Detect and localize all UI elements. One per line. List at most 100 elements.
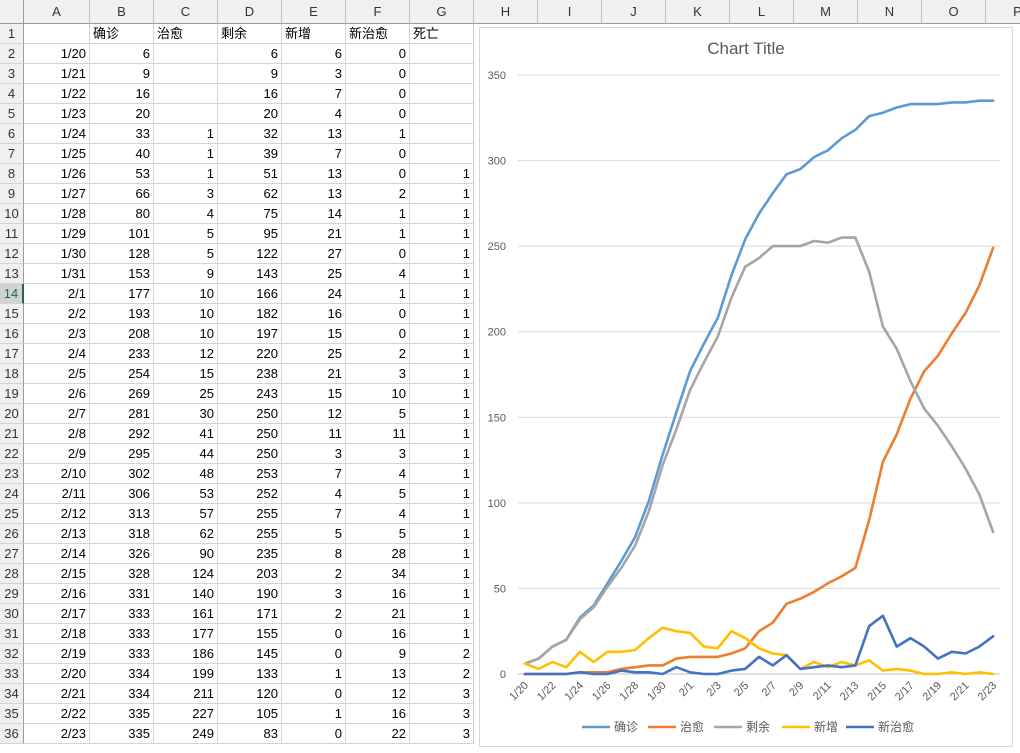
cell-F7[interactable]: 0 <box>346 144 410 164</box>
column-header-O[interactable]: O <box>922 0 986 24</box>
cell-E2[interactable]: 6 <box>282 44 346 64</box>
cell-A4[interactable]: 1/22 <box>24 84 90 104</box>
cell-F23[interactable]: 4 <box>346 464 410 484</box>
cell-E14[interactable]: 24 <box>282 284 346 304</box>
cell-B24[interactable]: 306 <box>90 484 154 504</box>
row-header-17[interactable]: 17 <box>0 344 24 364</box>
cell-E20[interactable]: 12 <box>282 404 346 424</box>
cell-C17[interactable]: 12 <box>154 344 218 364</box>
cell-E19[interactable]: 15 <box>282 384 346 404</box>
cell-B16[interactable]: 208 <box>90 324 154 344</box>
cell-E28[interactable]: 2 <box>282 564 346 584</box>
cell-B34[interactable]: 334 <box>90 684 154 704</box>
row-header-7[interactable]: 7 <box>0 144 24 164</box>
row-header-2[interactable]: 2 <box>0 44 24 64</box>
cell-B21[interactable]: 292 <box>90 424 154 444</box>
row-header-31[interactable]: 31 <box>0 624 24 644</box>
row-header-20[interactable]: 20 <box>0 404 24 424</box>
cell-B28[interactable]: 328 <box>90 564 154 584</box>
cell-B12[interactable]: 128 <box>90 244 154 264</box>
cell-G6[interactable] <box>410 124 474 144</box>
row-header-16[interactable]: 16 <box>0 324 24 344</box>
row-header-23[interactable]: 23 <box>0 464 24 484</box>
row-header-29[interactable]: 29 <box>0 584 24 604</box>
cell-B26[interactable]: 318 <box>90 524 154 544</box>
cell-G7[interactable] <box>410 144 474 164</box>
row-header-12[interactable]: 12 <box>0 244 24 264</box>
cell-B35[interactable]: 335 <box>90 704 154 724</box>
cell-E10[interactable]: 14 <box>282 204 346 224</box>
cell-E30[interactable]: 2 <box>282 604 346 624</box>
cell-G24[interactable]: 1 <box>410 484 474 504</box>
cell-D18[interactable]: 238 <box>218 364 282 384</box>
cell-D28[interactable]: 203 <box>218 564 282 584</box>
cell-G28[interactable]: 1 <box>410 564 474 584</box>
cell-A24[interactable]: 2/11 <box>24 484 90 504</box>
cell-F19[interactable]: 10 <box>346 384 410 404</box>
cell-B31[interactable]: 333 <box>90 624 154 644</box>
cell-E23[interactable]: 7 <box>282 464 346 484</box>
cell-A15[interactable]: 2/2 <box>24 304 90 324</box>
cell-D31[interactable]: 155 <box>218 624 282 644</box>
cell-C23[interactable]: 48 <box>154 464 218 484</box>
cell-E18[interactable]: 21 <box>282 364 346 384</box>
cell-D27[interactable]: 235 <box>218 544 282 564</box>
cell-D16[interactable]: 197 <box>218 324 282 344</box>
cell-E3[interactable]: 3 <box>282 64 346 84</box>
cell-C33[interactable]: 199 <box>154 664 218 684</box>
cell-A30[interactable]: 2/17 <box>24 604 90 624</box>
cell-G8[interactable]: 1 <box>410 164 474 184</box>
cell-G14[interactable]: 1 <box>410 284 474 304</box>
column-header-E[interactable]: E <box>282 0 346 24</box>
cell-B15[interactable]: 193 <box>90 304 154 324</box>
cell-G30[interactable]: 1 <box>410 604 474 624</box>
cell-C16[interactable]: 10 <box>154 324 218 344</box>
cell-F21[interactable]: 11 <box>346 424 410 444</box>
column-header-P[interactable]: P <box>986 0 1020 24</box>
cell-E36[interactable]: 0 <box>282 724 346 744</box>
cell-B2[interactable]: 6 <box>90 44 154 64</box>
row-header-30[interactable]: 30 <box>0 604 24 624</box>
cell-G15[interactable]: 1 <box>410 304 474 324</box>
cell-F25[interactable]: 4 <box>346 504 410 524</box>
cell-A17[interactable]: 2/4 <box>24 344 90 364</box>
cell-D25[interactable]: 255 <box>218 504 282 524</box>
cell-D19[interactable]: 243 <box>218 384 282 404</box>
cell-E9[interactable]: 13 <box>282 184 346 204</box>
cell-B8[interactable]: 53 <box>90 164 154 184</box>
cell-C12[interactable]: 5 <box>154 244 218 264</box>
column-header-M[interactable]: M <box>794 0 858 24</box>
cell-D4[interactable]: 16 <box>218 84 282 104</box>
row-header-11[interactable]: 11 <box>0 224 24 244</box>
row-header-32[interactable]: 32 <box>0 644 24 664</box>
cell-F3[interactable]: 0 <box>346 64 410 84</box>
cell-B25[interactable]: 313 <box>90 504 154 524</box>
row-header-6[interactable]: 6 <box>0 124 24 144</box>
cell-F22[interactable]: 3 <box>346 444 410 464</box>
cell-B32[interactable]: 333 <box>90 644 154 664</box>
cell-G18[interactable]: 1 <box>410 364 474 384</box>
cell-D2[interactable]: 6 <box>218 44 282 64</box>
header-cell-A[interactable] <box>24 24 90 44</box>
cell-A18[interactable]: 2/5 <box>24 364 90 384</box>
cell-D8[interactable]: 51 <box>218 164 282 184</box>
row-header-4[interactable]: 4 <box>0 84 24 104</box>
cell-F11[interactable]: 1 <box>346 224 410 244</box>
cell-B13[interactable]: 153 <box>90 264 154 284</box>
cell-D35[interactable]: 105 <box>218 704 282 724</box>
row-header-27[interactable]: 27 <box>0 544 24 564</box>
cell-C4[interactable] <box>154 84 218 104</box>
cell-F10[interactable]: 1 <box>346 204 410 224</box>
cell-B6[interactable]: 33 <box>90 124 154 144</box>
cell-F12[interactable]: 0 <box>346 244 410 264</box>
cell-D17[interactable]: 220 <box>218 344 282 364</box>
cell-F33[interactable]: 13 <box>346 664 410 684</box>
cell-F15[interactable]: 0 <box>346 304 410 324</box>
cell-G3[interactable] <box>410 64 474 84</box>
cell-C19[interactable]: 25 <box>154 384 218 404</box>
cell-F2[interactable]: 0 <box>346 44 410 64</box>
cell-C9[interactable]: 3 <box>154 184 218 204</box>
cell-A5[interactable]: 1/23 <box>24 104 90 124</box>
header-cell-G[interactable]: 死亡 <box>410 24 474 44</box>
cell-F29[interactable]: 16 <box>346 584 410 604</box>
